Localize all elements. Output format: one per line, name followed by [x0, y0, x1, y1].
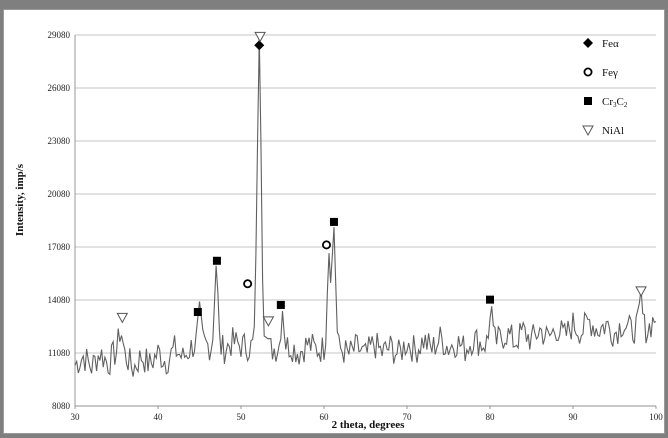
legend-item: Feα — [583, 38, 619, 50]
phase-marker — [276, 300, 285, 309]
phase-marker — [329, 217, 338, 226]
x-tick-label: 70 — [403, 412, 413, 422]
phase-marker — [212, 256, 221, 265]
x-tick-label: 50 — [237, 412, 247, 422]
legend-item: Cr3C2 — [584, 96, 628, 109]
legend-marker — [582, 125, 594, 137]
chart-frame: 8080 11080 14080 17080 20080 23080 26080 29080 … — [3, 9, 665, 434]
legend-label: Feγ — [602, 67, 618, 79]
xrd-chart: 808011080140801708020080230802608029080 … — [14, 30, 664, 431]
y-tick-label: 20080 — [48, 189, 71, 199]
y-tick-label: 29080 — [48, 30, 71, 40]
phase-markers — [116, 31, 647, 327]
legend-item: Feγ — [583, 67, 618, 79]
legend-item: NiAl — [582, 125, 624, 137]
x-tick-label: 40 — [154, 412, 164, 422]
y-tick-label: 23080 — [48, 136, 71, 146]
phase-marker — [635, 286, 647, 297]
legend: Feα Feγ Cr3C2 NiAl — [582, 38, 628, 137]
phase-marker — [193, 308, 202, 317]
xrd-series-line — [74, 37, 657, 377]
x-tick-labels: 30 40 50 60 70 80 90 100 — [71, 412, 664, 422]
x-tick-label: 100 — [649, 412, 663, 422]
legend-marker — [583, 67, 593, 77]
phase-marker — [262, 316, 275, 327]
x-axis-title: 2 theta, degrees — [332, 419, 406, 431]
legend-label: NiAl — [602, 125, 624, 137]
series-group — [74, 37, 657, 377]
phase-marker — [116, 312, 129, 324]
y-tick-label: 14080 — [48, 295, 71, 305]
legend-label: Feα — [602, 38, 619, 50]
x-tick-label: 30 — [71, 412, 81, 422]
x-tick-label: 60 — [320, 412, 330, 422]
phase-marker — [486, 295, 494, 304]
y-tick-label: 17080 — [48, 242, 71, 252]
phase-marker — [321, 240, 331, 250]
x-tick-label: 90 — [569, 412, 579, 422]
legend-marker — [583, 38, 593, 48]
legend-label: Cr3C2 — [602, 96, 628, 109]
legend-marker — [584, 97, 592, 105]
y-tick-labels: 8080 11080 14080 17080 20080 23080 26080 29080 — [48, 30, 71, 411]
phase-marker — [254, 40, 265, 51]
y-tick-label: 26080 — [48, 83, 71, 93]
phase-marker — [254, 31, 266, 43]
grid-lines — [74, 34, 657, 409]
y-tick-label: 11080 — [48, 348, 71, 358]
x-tick-label: 80 — [486, 412, 496, 422]
y-tick-label: 8080 — [52, 401, 71, 411]
phase-marker — [243, 279, 253, 289]
y-axis-title: Intensity, imp/s — [14, 163, 26, 236]
